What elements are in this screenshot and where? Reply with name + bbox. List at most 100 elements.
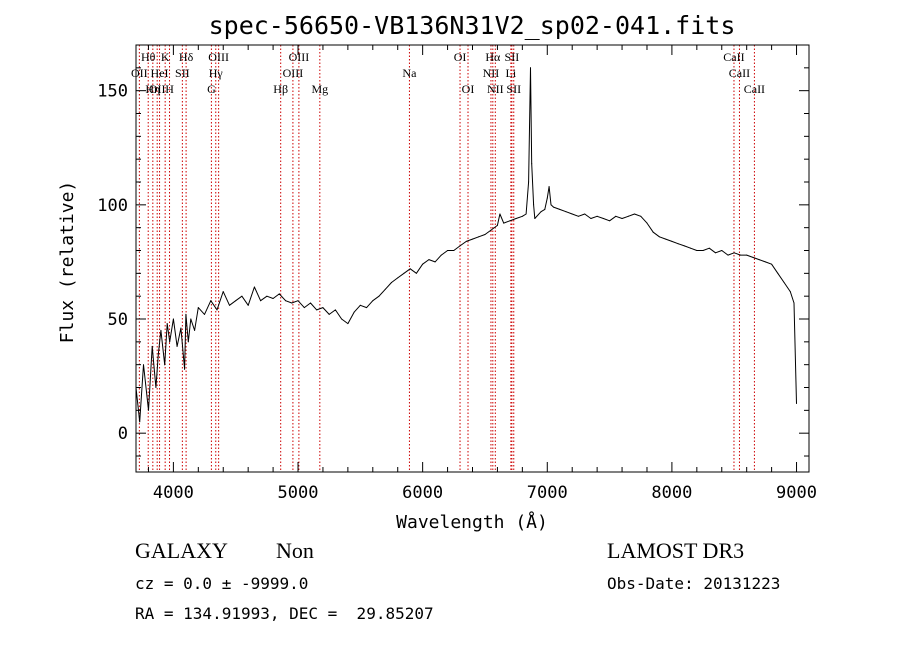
data-point-65 (484, 234, 486, 235)
data-point-100 (652, 231, 654, 233)
line-marker-label-18: OI (462, 82, 475, 96)
data-point-69 (503, 222, 505, 224)
data-point-101 (658, 236, 660, 238)
data-point-7 (160, 329, 162, 331)
x-tick-label-5: 9000 (776, 483, 817, 503)
data-point-49 (384, 288, 386, 290)
data-point-80 (544, 208, 546, 210)
data-point-123 (793, 302, 795, 304)
data-point-64 (478, 236, 480, 238)
data-point-74 (528, 181, 530, 183)
data-point-124 (796, 403, 797, 404)
data-point-50 (391, 282, 392, 283)
line-marker-label-11: OIII (208, 50, 229, 64)
line-marker-label-12: Hβ (273, 82, 288, 96)
data-point-59 (447, 250, 449, 251)
data-point-68 (499, 213, 501, 215)
data-point-60 (453, 250, 455, 251)
x-tick-label-3: 7000 (527, 483, 568, 503)
data-point-39 (322, 307, 324, 309)
data-point-89 (584, 213, 586, 215)
data-point-70 (509, 220, 511, 222)
x-axis: 4000 5000 6000 7000 8000 9000 (147, 45, 817, 503)
data-point-54 (415, 272, 417, 274)
data-point-44 (353, 311, 355, 313)
data-point-97 (634, 213, 635, 215)
y-axis-label: Flux (relative) (57, 181, 78, 344)
data-point-114 (740, 254, 741, 256)
data-point-112 (727, 254, 729, 256)
data-point-26 (241, 295, 243, 297)
data-point-92 (602, 218, 604, 219)
line-marker-label-4: HeI (151, 66, 169, 80)
data-point-85 (559, 208, 561, 210)
x-tick-label-4: 8000 (651, 483, 692, 503)
data-point-31 (272, 298, 274, 299)
data-point-29 (260, 300, 262, 302)
data-point-95 (621, 218, 623, 219)
data-point-81 (546, 197, 548, 199)
line-marker-label-5: K (161, 50, 170, 64)
data-point-105 (683, 245, 685, 247)
line-marker-label-23: SII (505, 50, 520, 64)
line-marker-label-8: SII (175, 66, 190, 80)
data-point-94 (615, 215, 617, 217)
data-point-42 (341, 318, 343, 320)
line-marker-label-15: Mg (311, 82, 328, 96)
data-point-35 (297, 300, 299, 302)
obs-date: Obs-Date: 20131223 (607, 574, 781, 593)
data-point-76 (531, 163, 533, 165)
data-point-98 (640, 215, 642, 217)
data-point-55 (422, 263, 424, 265)
data-point-53 (409, 268, 411, 270)
line-marker-label-21: NII (487, 82, 504, 96)
line-marker-label-2: Hη (145, 82, 160, 96)
data-point-104 (677, 243, 679, 245)
data-point-36 (303, 307, 305, 309)
data-point-78 (534, 218, 536, 219)
data-point-13 (180, 327, 182, 329)
data-point-9 (166, 323, 168, 325)
data-point-93 (609, 220, 611, 222)
data-point-32 (278, 293, 280, 295)
line-marker-label-17: OI (454, 50, 467, 64)
data-point-4 (151, 345, 153, 347)
line-marker-label-25: CaII (723, 50, 744, 64)
data-point-46 (366, 307, 368, 309)
data-point-84 (553, 206, 554, 208)
redshift-info: cz = 0.0 ± -9999.0 (135, 574, 309, 593)
data-point-106 (690, 247, 692, 249)
data-point-115 (746, 254, 748, 256)
spectrum-series (135, 67, 797, 423)
data-point-118 (764, 261, 766, 263)
data-point-24 (229, 304, 230, 306)
data-point-116 (752, 256, 754, 258)
line-marker-label-22: Li (506, 66, 517, 80)
data-point-66 (490, 229, 492, 231)
object-class: GALAXY (135, 538, 228, 563)
data-point-12 (176, 345, 178, 347)
x-tick-label-0: 4000 (153, 483, 194, 503)
y-tick-label-2: 100 (97, 196, 128, 216)
data-point-14 (184, 368, 186, 370)
data-point-3 (148, 409, 149, 411)
line-marker-label-0: OII (131, 66, 148, 80)
data-point-121 (783, 282, 785, 283)
data-point-47 (372, 300, 374, 302)
data-point-110 (715, 252, 716, 254)
line-marker-label-3: OII (149, 82, 166, 96)
data-point-119 (771, 263, 773, 265)
data-point-48 (378, 295, 380, 297)
y-tick-label-0: 0 (118, 424, 128, 444)
data-point-51 (397, 277, 399, 279)
data-point-6 (157, 352, 159, 354)
data-point-86 (565, 211, 567, 213)
x-axis-label: Wavelength (Å) (396, 511, 548, 533)
data-point-25 (235, 300, 237, 302)
line-marker-labels: OIIHθHηOIIHeIKHHδSIIGHγOIIIHβOIIIOIIIMgN… (131, 50, 765, 96)
line-marker-label-27: CaII (744, 82, 765, 96)
data-point-43 (347, 323, 349, 325)
data-point-63 (472, 238, 473, 240)
data-point-45 (359, 304, 361, 306)
data-point-61 (459, 245, 461, 247)
